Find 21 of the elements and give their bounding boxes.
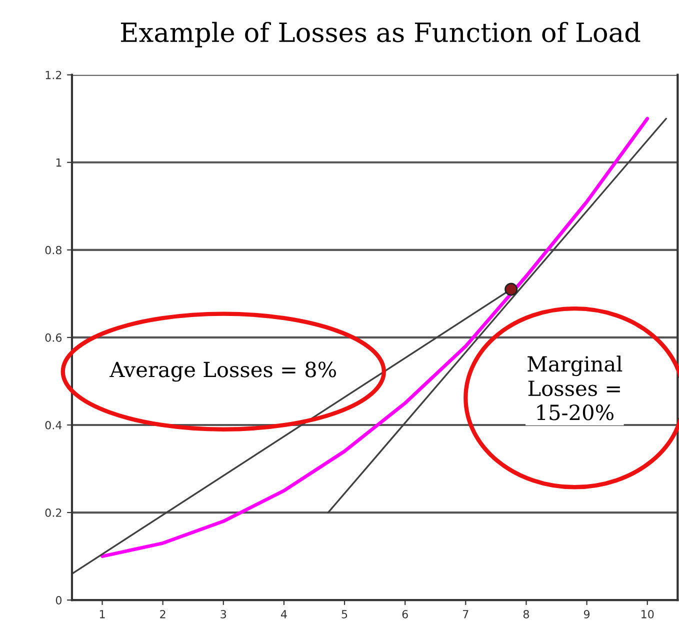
line-series [100, 116, 650, 558]
x-tick-label: 10 [642, 610, 654, 618]
y-tick-label: 0.8 [45, 246, 62, 254]
x-tick-label: 6 [402, 610, 408, 618]
x-tick-label: 9 [584, 610, 590, 618]
y-tick-label: 1 [56, 158, 62, 167]
x-tick-label: 8 [523, 610, 529, 618]
y-tick-label: 0.4 [45, 420, 62, 430]
annotation: Average Losses = 8% [110, 362, 336, 382]
x-tick-label: 5 [342, 610, 348, 618]
x-tick-label: 7 [463, 610, 468, 618]
chart-title: Example of Losses as Function of Load [120, 22, 640, 48]
x-tick-label: 2 [160, 610, 166, 618]
y-tick-label: 0 [56, 596, 62, 604]
x-tick-label: 3 [220, 610, 226, 618]
y-tick-label: 0.2 [45, 508, 62, 517]
x-tick-label: 4 [280, 610, 287, 618]
annotation: Marginal Losses = 15-20% [528, 356, 622, 420]
x-tick-label: 1 [100, 610, 105, 618]
y-tick-label: 0.6 [45, 333, 62, 342]
y-tick-label: 1.2 [46, 70, 62, 80]
